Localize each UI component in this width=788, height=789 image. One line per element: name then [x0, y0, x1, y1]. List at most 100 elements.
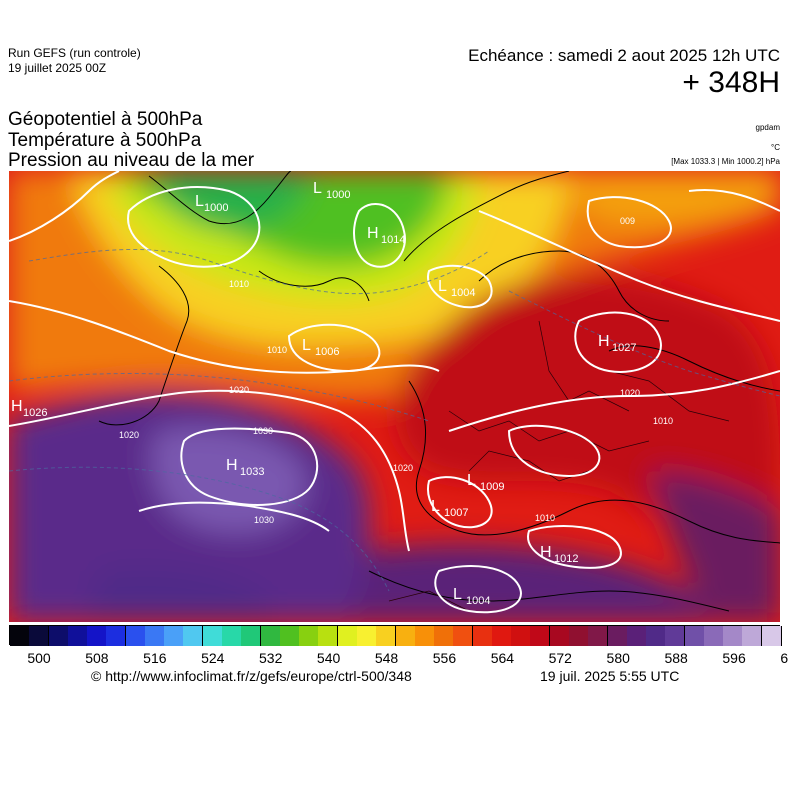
isobar-label: 1010	[229, 279, 249, 289]
colorbar-swatch	[106, 626, 127, 646]
colorbar-swatch	[511, 626, 532, 646]
svg-text:L: L	[438, 278, 447, 295]
lead-time: + 348H	[682, 66, 780, 99]
colorbar-swatch	[472, 626, 493, 646]
title-pressure: Pression au niveau de la mer	[8, 150, 255, 171]
pressure-center-low-1006: L 1006	[302, 337, 339, 358]
colorbar	[9, 625, 782, 646]
colorbar-tick-label: 500	[27, 650, 51, 666]
svg-text:L: L	[302, 337, 311, 354]
colorbar-swatch	[646, 626, 667, 646]
coastlines	[98, 171, 780, 612]
creation-time: 19 juil. 2025 5:55 UTC	[540, 668, 680, 684]
colorbar-tick-label: 604	[780, 650, 788, 666]
colorbar-swatch	[395, 626, 416, 646]
isobar-label: 1010	[653, 416, 673, 426]
title-geopotential: Géopotentiel à 500hPa	[8, 109, 203, 130]
colorbar-tick-label: 556	[432, 650, 457, 666]
colorbar-swatch	[434, 626, 455, 646]
colorbar-swatch	[703, 626, 724, 646]
colorbar-swatch	[67, 626, 88, 646]
colorbar-swatch	[87, 626, 108, 646]
isobar-label: 1010	[267, 345, 287, 355]
source-url: © http://www.infoclimat.fr/z/gefs/europe…	[91, 668, 412, 684]
colorbar-swatch	[279, 626, 300, 646]
colorbar-tick-label: 588	[664, 650, 688, 666]
svg-text:1007: 1007	[444, 507, 468, 519]
svg-text:H: H	[540, 544, 552, 561]
colorbar-swatch	[299, 626, 320, 646]
colorbar-swatch	[260, 626, 281, 646]
colorbar-swatch	[164, 626, 185, 646]
svg-text:1014: 1014	[381, 234, 405, 246]
isobar-label: 1020	[229, 385, 249, 395]
colorbar-swatch	[318, 626, 339, 646]
pressure-center-high-1026: H 1026	[11, 398, 47, 419]
colorbar-tick-label: 580	[606, 650, 630, 666]
isobar-label: 1010	[535, 513, 555, 523]
colorbar-tick-label: 572	[548, 650, 572, 666]
colorbar-tick-label: 532	[259, 650, 283, 666]
isobar-label: 1020	[620, 388, 640, 398]
pressure-center-low-1004-africa: L 1004	[453, 586, 490, 607]
svg-text:H: H	[367, 225, 379, 242]
pressure-center-high-1027: H 1027	[598, 333, 636, 354]
colorbar-swatch	[453, 626, 474, 646]
pressure-center-low-1007: L 1007	[431, 498, 468, 519]
svg-text:L: L	[467, 472, 476, 489]
colorbar-tick-label: 516	[143, 650, 167, 666]
colorbar-swatch	[626, 626, 647, 646]
colorbar-swatch	[125, 626, 146, 646]
isobar-label: 1020	[119, 430, 139, 440]
colorbar-tick-label: 508	[85, 650, 109, 666]
svg-text:1006: 1006	[315, 346, 339, 358]
title-temperature: Température à 500hPa	[8, 130, 202, 151]
svg-text:1004: 1004	[451, 287, 475, 299]
colorbar-swatch	[241, 626, 262, 646]
isobar-label: 1030	[253, 426, 273, 436]
colorbar-swatch	[761, 626, 782, 646]
svg-text:1012: 1012	[554, 553, 578, 565]
colorbar-swatch	[356, 626, 377, 646]
colorbar-swatch	[723, 626, 744, 646]
colorbar-tick-label: 524	[201, 650, 225, 666]
unit-geopotential: gpdam	[755, 123, 780, 132]
svg-text:1000: 1000	[204, 202, 228, 214]
colorbar-swatch	[568, 626, 589, 646]
isobar-label: 009	[620, 216, 635, 226]
isobars	[9, 171, 780, 614]
colorbar-tick-label: 548	[374, 650, 399, 666]
colorbar-swatch	[29, 626, 50, 646]
svg-text:1009: 1009	[480, 481, 504, 493]
colorbar-swatch	[337, 626, 358, 646]
colorbar-tick-label: 540	[316, 650, 341, 666]
unit-pressure-range: [Max 1033.3 | Min 1000.2] hPa	[671, 157, 780, 166]
pressure-center-low-1000-north: L 1000	[313, 180, 350, 201]
colorbar-swatch	[202, 626, 223, 646]
pressure-center-low-1004-norway: L 1004	[438, 278, 475, 299]
colorbar-tick-label: 564	[490, 650, 515, 666]
svg-text:1000: 1000	[326, 189, 350, 201]
svg-text:1004: 1004	[466, 595, 490, 607]
pressure-center-low-1009: L 1009	[467, 472, 504, 493]
pressure-center-low-1000-west: L 1000	[195, 193, 228, 214]
run-date: 19 juillet 2025 00Z	[8, 61, 107, 75]
colorbar-swatch	[684, 626, 705, 646]
colorbar-swatch	[222, 626, 243, 646]
colorbar-swatch	[742, 626, 763, 646]
svg-text:H: H	[598, 333, 610, 350]
colorbar-swatch	[183, 626, 204, 646]
isobar-label: 1020	[393, 463, 413, 473]
colorbar-swatch	[588, 626, 609, 646]
pressure-center-high-1014: H 1014	[367, 225, 405, 246]
colorbar-swatch	[414, 626, 435, 646]
colorbar-swatch	[665, 626, 686, 646]
svg-text:L: L	[195, 193, 204, 210]
weather-map: H 1026 H 1033 L 1000 L 1000 H 1014 L 100…	[9, 171, 780, 622]
colorbar-swatch	[530, 626, 551, 646]
colorbar-swatch	[144, 626, 165, 646]
colorbar-swatch	[491, 626, 512, 646]
geopotential-field	[9, 171, 780, 622]
colorbar-swatch	[376, 626, 397, 646]
isotherms	[9, 248, 780, 592]
